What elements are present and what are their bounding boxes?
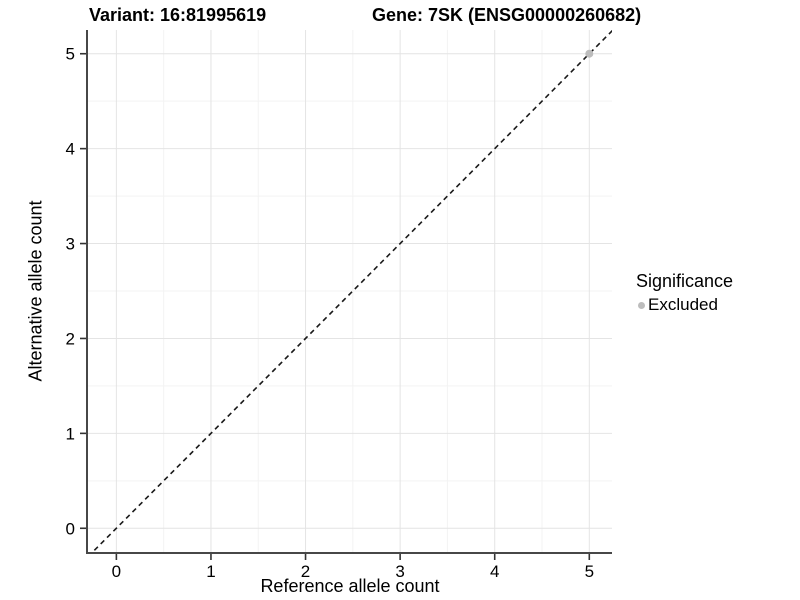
y-tick-label: 2 <box>66 329 75 348</box>
data-point <box>585 49 594 58</box>
legend-title: Significance <box>636 271 734 291</box>
legend-key <box>634 298 648 312</box>
scatter-plot-svg: 0 1 2 3 4 5 0 1 2 3 4 5 <box>66 30 612 581</box>
legend-item-label: Excluded <box>648 295 718 314</box>
x-tick-label: 5 <box>585 562 594 581</box>
excluded-point-icon <box>637 301 645 309</box>
x-tick-label: 4 <box>490 562 499 581</box>
gene-title: Gene: 7SK (ENSG00000260682) <box>372 5 642 25</box>
legend-item-excluded: Excluded <box>634 295 733 315</box>
x-tick-label: 2 <box>301 562 310 581</box>
y-tick-label: 1 <box>66 424 75 443</box>
x-tick-label: 0 <box>112 562 121 581</box>
legend: Significance Excluded <box>634 271 733 315</box>
x-axis-title: Reference allele count <box>260 576 440 596</box>
y-tick-label: 4 <box>66 140 75 159</box>
y-tick-label: 5 <box>66 45 75 64</box>
variant-title: Variant: 16:81995619 <box>89 5 267 25</box>
plot-panel: 0 1 2 3 4 5 0 1 2 3 4 5 <box>66 30 612 581</box>
y-tick-label: 0 <box>66 519 75 538</box>
identity-dashed-line <box>91 30 612 552</box>
x-tick-label: 1 <box>206 562 215 581</box>
x-tick-label: 3 <box>395 562 404 581</box>
y-tick-label: 3 <box>66 235 75 254</box>
panel-contents <box>88 30 612 552</box>
